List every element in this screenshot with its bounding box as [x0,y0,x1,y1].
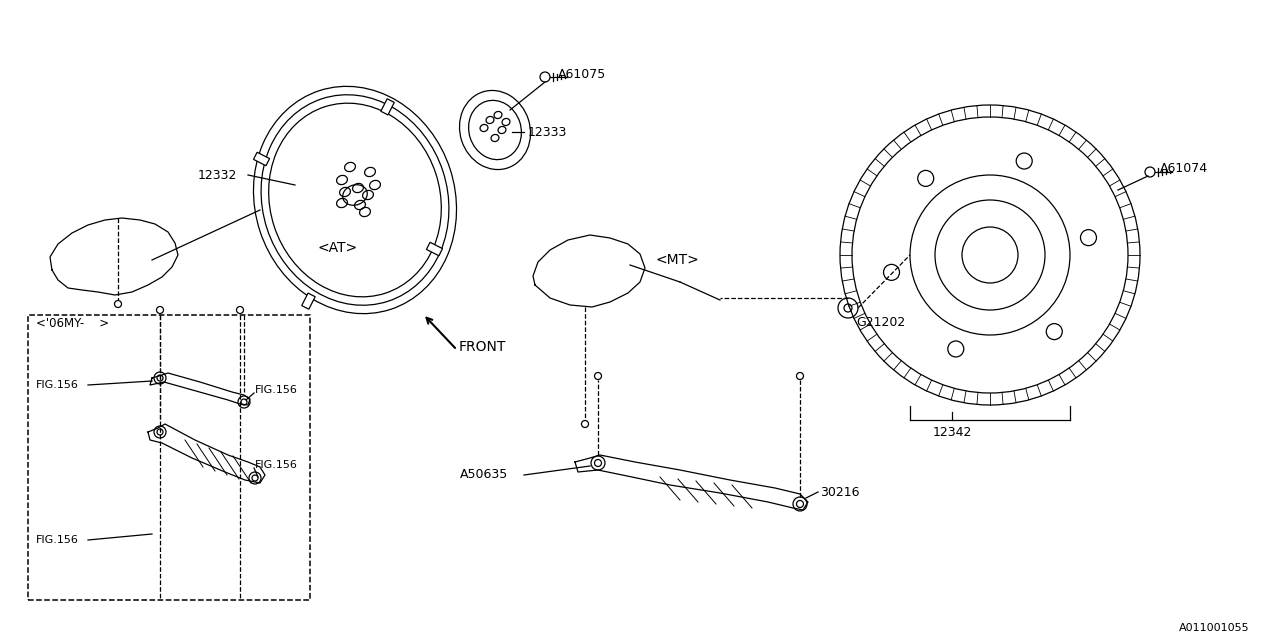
Text: <'06MY-    >: <'06MY- > [36,317,109,330]
Text: A50635: A50635 [460,468,508,481]
Text: 30216: 30216 [820,486,859,499]
Bar [426,243,443,256]
Text: FIG.156: FIG.156 [36,380,79,390]
Text: FRONT: FRONT [460,340,507,354]
Bar [381,99,394,115]
Bar [302,293,315,309]
Text: A011001055: A011001055 [1179,623,1251,633]
Text: FIG.156: FIG.156 [36,535,79,545]
Text: A61074: A61074 [1160,161,1208,175]
Text: 12332: 12332 [198,168,237,182]
Text: FIG.156: FIG.156 [255,460,298,470]
Text: FIG.156: FIG.156 [255,385,298,395]
Text: <MT>: <MT> [655,253,699,267]
Text: 12342: 12342 [932,426,972,438]
Bar [253,152,270,166]
Text: <AT>: <AT> [317,241,358,255]
Text: G21202: G21202 [856,316,905,328]
Bar [28,315,310,600]
Text: 12333: 12333 [529,125,567,138]
Text: A61075: A61075 [558,67,607,81]
